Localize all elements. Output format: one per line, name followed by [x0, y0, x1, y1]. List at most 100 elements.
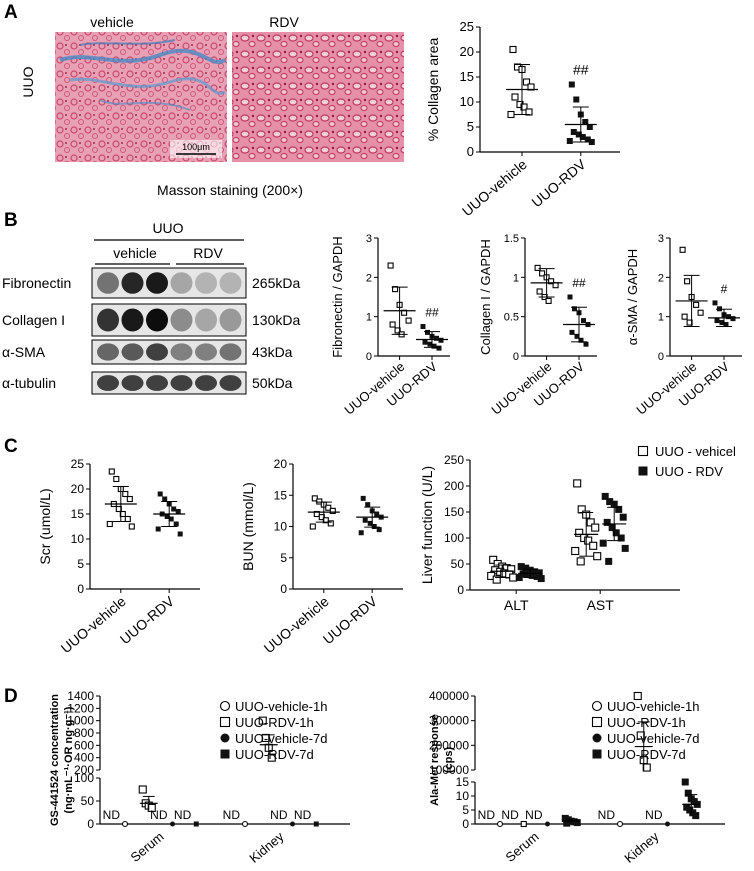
blot-group-label: UUO [152, 220, 183, 236]
data-point [730, 316, 736, 322]
y-tick-label: 5 [467, 119, 474, 134]
y-tick-label: 200 [444, 479, 464, 493]
data-point [681, 313, 688, 320]
data-point [511, 93, 519, 101]
data-point [126, 495, 133, 503]
blot-band [170, 308, 193, 332]
data-point [684, 789, 692, 797]
nd-label: ND [174, 808, 192, 822]
data-point [582, 119, 589, 125]
y-tick-label: 1000 [67, 714, 94, 728]
blot-protein-label: α-SMA [2, 344, 46, 360]
legend-label: UUO-RDV-7d [607, 747, 686, 762]
y-tick-label: 25 [460, 19, 474, 34]
data-point [517, 563, 525, 571]
image-label-vehicle: vehicle [90, 14, 134, 30]
data-point [612, 529, 620, 537]
blot-size-label: 50kDa [252, 375, 293, 391]
data-point [164, 514, 170, 519]
data-point [124, 515, 131, 523]
data-point [522, 78, 531, 86]
legend-label: UUO-RDV-7d [235, 747, 314, 762]
data-point [313, 510, 320, 518]
y-tick-label: 20 [460, 44, 474, 59]
blot-band [219, 375, 242, 391]
data-point [157, 491, 163, 497]
data-point [358, 530, 364, 536]
y-tick-label: 400 [74, 751, 94, 765]
masson-caption: Masson staining (200×) [157, 182, 303, 198]
legend-label: UUO-vehicle-1h [607, 699, 699, 714]
panel-letter-a: A [4, 2, 18, 23]
legend-label: UUO-vehicle-7d [235, 731, 327, 746]
legend-marker [219, 716, 231, 728]
y-tick-label: 15 [71, 507, 85, 521]
data-point [548, 278, 555, 285]
y-tick-label: 10 [456, 789, 470, 803]
y-tick-label: 1 [513, 272, 519, 284]
chart-liver: 0 50 100 150 200 250 Liver function (U/L) ALT AS… [419, 444, 736, 613]
blot-band [219, 343, 242, 361]
data-point [365, 502, 371, 508]
data-point [589, 541, 598, 550]
y-tick-label: 10 [460, 94, 474, 109]
y-tick-label: 15 [274, 488, 288, 502]
y-axis-label: Fibronectin / GAPDH [330, 236, 345, 357]
data-point [591, 523, 600, 532]
data-point [427, 341, 433, 347]
legend-marker [637, 445, 649, 457]
data-point [327, 520, 334, 527]
data-point [258, 716, 267, 725]
data-point-nd [313, 821, 319, 827]
nd-label: ND [501, 808, 519, 822]
y-tick-label: 1.5 [504, 233, 519, 245]
data-point [434, 335, 439, 341]
blot-band [219, 308, 242, 332]
legend-marker [638, 466, 648, 476]
data-point [122, 490, 129, 498]
data-point [684, 278, 691, 285]
x-tick-label: Serum [128, 829, 167, 865]
data-point [642, 763, 651, 772]
y-tick-label: 0 [457, 583, 464, 597]
data-point [309, 523, 316, 530]
data-point [574, 333, 580, 339]
panel-letter-d: D [4, 686, 18, 707]
data-point [719, 320, 725, 326]
y-tick-label: 10 [71, 532, 85, 546]
data-point [387, 262, 394, 269]
legend-label: UUO-vehicle-1h [235, 699, 327, 714]
data-point [371, 524, 377, 529]
data-point [572, 306, 577, 312]
y-tick-label: 0 [280, 582, 287, 596]
y-axis-label: Liver function (U/L) [419, 466, 435, 584]
y-tick-label: 1 [658, 312, 664, 324]
data-point [405, 317, 412, 324]
blot-band [170, 343, 193, 361]
data-point [693, 301, 700, 308]
data-point [575, 528, 584, 537]
legend-label: UUO - RDV [655, 464, 723, 479]
data-point [515, 574, 523, 582]
data-point [173, 521, 179, 527]
data-point-nd [520, 820, 527, 828]
y-tick-label: 100 [74, 771, 94, 785]
data-point [605, 557, 613, 565]
legend-label: UUO-RDV-1h [607, 715, 686, 730]
histology-image-vehicle: 100μm [55, 32, 227, 162]
blot-band [97, 343, 119, 361]
data-point [573, 819, 581, 827]
blot-protein-label: α-tubulin [2, 375, 56, 391]
data-point [536, 288, 543, 295]
data-point [599, 539, 607, 547]
x-tick-label: Kidney [246, 828, 286, 865]
blot-band [146, 308, 168, 332]
data-point [723, 322, 729, 328]
data-point [601, 492, 609, 500]
blot-lane-rdv: RDV [193, 245, 223, 261]
data-point [588, 139, 595, 145]
nd-label: ND [478, 808, 496, 822]
y-tick-label: 2 [658, 272, 664, 284]
